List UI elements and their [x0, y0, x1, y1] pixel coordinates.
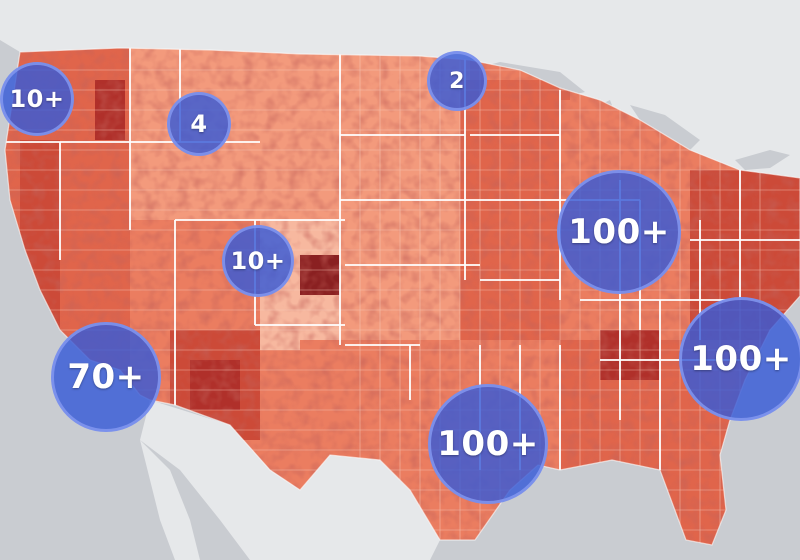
baja-peninsula: [140, 440, 200, 560]
cluster-count: 10+: [9, 85, 65, 113]
cluster-count: 100+: [690, 339, 792, 379]
cluster-count: 2: [449, 68, 465, 94]
cluster-count: 70+: [67, 357, 145, 397]
canada-landmass: [0, 0, 800, 178]
cluster-marker-southern-california[interactable]: 70+: [51, 322, 161, 432]
cluster-marker-carolinas[interactable]: 100+: [679, 297, 800, 421]
cluster-marker-north-dakota[interactable]: 2: [427, 51, 487, 111]
cluster-count: 100+: [568, 212, 670, 252]
cluster-marker-chicago[interactable]: 100+: [557, 170, 681, 294]
cluster-marker-utah-colorado[interactable]: 10+: [222, 225, 294, 297]
cluster-count: 4: [190, 110, 208, 138]
cluster-count: 100+: [437, 424, 539, 464]
cluster-marker-texas-gulf[interactable]: 100+: [428, 384, 548, 504]
cluster-marker-montana[interactable]: 4: [167, 92, 231, 156]
cluster-count: 10+: [230, 247, 286, 275]
cluster-marker-pacific-northwest[interactable]: 10+: [0, 62, 74, 136]
mexico-landmass: [140, 400, 440, 560]
